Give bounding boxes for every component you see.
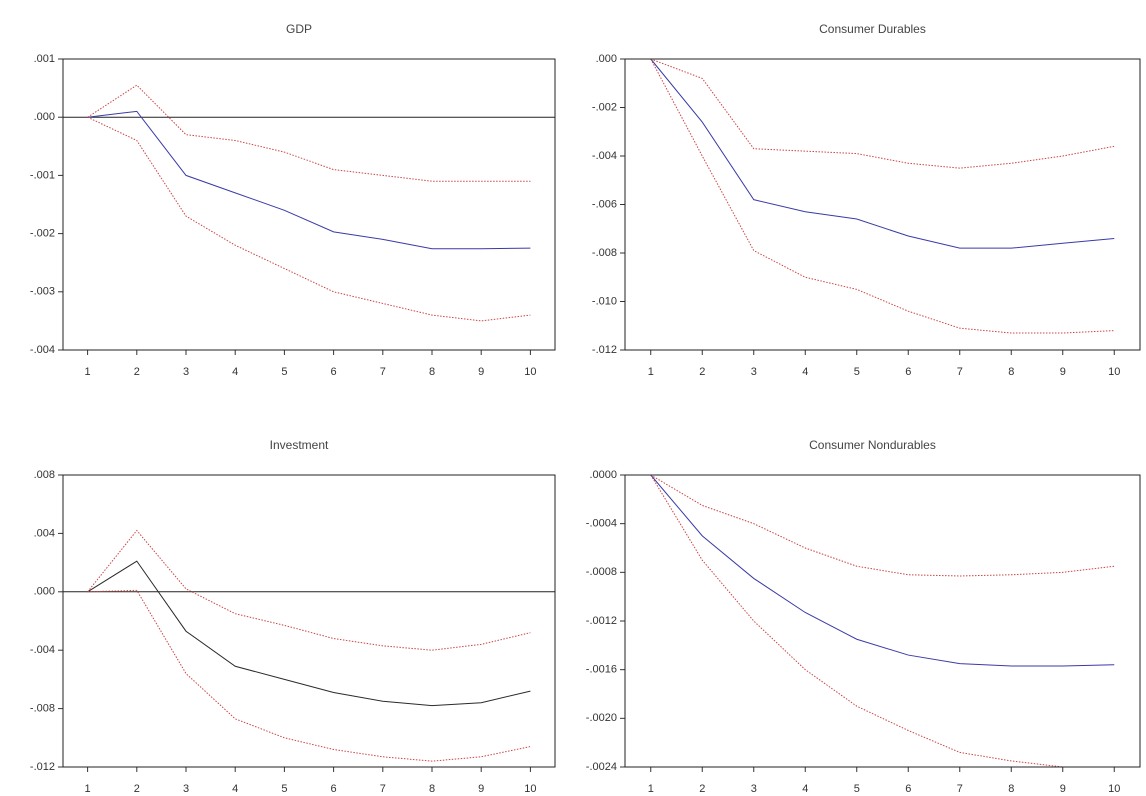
x-tick-label: 3 xyxy=(183,366,189,378)
chart-title: Investment xyxy=(270,438,329,452)
series-line xyxy=(87,116,531,322)
x-tick-label: 10 xyxy=(524,783,536,795)
y-tick-label: -.0008 xyxy=(586,566,617,578)
x-tick-label: 8 xyxy=(429,366,435,378)
x-tick-label: 8 xyxy=(429,783,435,795)
x-tick-label: 4 xyxy=(232,366,238,378)
y-tick-label: -.002 xyxy=(30,228,55,240)
y-tick-label: .004 xyxy=(34,527,55,539)
y-tick-label: -.0024 xyxy=(586,761,617,773)
chart-title: Consumer Durables xyxy=(819,22,926,36)
x-tick-label: 8 xyxy=(1008,783,1014,795)
x-tick-label: 1 xyxy=(648,366,654,378)
y-tick-label: -.012 xyxy=(30,761,55,773)
x-tick-label: 2 xyxy=(134,783,140,795)
y-tick-label: -.006 xyxy=(592,198,617,210)
x-tick-label: 5 xyxy=(281,366,287,378)
chart-title: Consumer Nondurables xyxy=(809,438,936,452)
plot-frame xyxy=(624,58,1141,351)
y-tick-label: .000 xyxy=(34,586,55,598)
x-tick-label: 5 xyxy=(854,366,860,378)
x-tick-label: 8 xyxy=(1008,366,1014,378)
y-tick-label: -.0004 xyxy=(586,518,617,530)
x-tick-label: 5 xyxy=(281,783,287,795)
x-tick-label: 2 xyxy=(699,783,705,795)
x-tick-label: 3 xyxy=(751,366,757,378)
y-tick-label: .0000 xyxy=(589,469,617,481)
series-line xyxy=(87,110,531,250)
y-tick-label: -.008 xyxy=(592,247,617,259)
x-tick-label: 7 xyxy=(957,366,963,378)
y-tick-label: -.003 xyxy=(30,286,55,298)
y-tick-label: -.0020 xyxy=(586,712,617,724)
y-tick-label: -.004 xyxy=(592,150,617,162)
x-tick-label: 9 xyxy=(478,783,484,795)
x-tick-label: 4 xyxy=(802,783,808,795)
x-tick-label: 4 xyxy=(232,783,238,795)
x-tick-label: 7 xyxy=(380,783,386,795)
series-line xyxy=(650,58,1115,249)
y-tick-label: -.010 xyxy=(592,295,617,307)
x-tick-label: 1 xyxy=(648,783,654,795)
y-tick-label: -.002 xyxy=(592,101,617,113)
y-tick-label: -.0012 xyxy=(586,615,617,627)
x-tick-label: 1 xyxy=(85,783,91,795)
plot-frame xyxy=(62,58,556,351)
x-tick-label: 7 xyxy=(380,366,386,378)
x-tick-label: 4 xyxy=(802,366,808,378)
series-line xyxy=(650,58,1115,169)
x-tick-label: 6 xyxy=(905,783,911,795)
x-tick-label: 6 xyxy=(905,366,911,378)
y-tick-label: .008 xyxy=(34,469,55,481)
x-tick-label: 3 xyxy=(751,783,757,795)
x-tick-label: 3 xyxy=(183,783,189,795)
plot-frame xyxy=(62,474,556,768)
y-tick-label: .000 xyxy=(34,111,55,123)
series-line xyxy=(87,529,531,651)
series-line xyxy=(87,589,531,762)
x-tick-label: 2 xyxy=(699,366,705,378)
series-line xyxy=(87,560,531,707)
x-tick-label: 9 xyxy=(478,366,484,378)
series-line xyxy=(650,474,1115,667)
y-tick-label: -.008 xyxy=(30,703,55,715)
x-tick-label: 10 xyxy=(1108,783,1120,795)
series-line xyxy=(650,474,1115,768)
y-tick-label: .001 xyxy=(34,53,55,65)
x-tick-label: 1 xyxy=(85,366,91,378)
y-tick-label: -.012 xyxy=(592,344,617,356)
y-tick-label: -.001 xyxy=(30,169,55,181)
x-tick-label: 7 xyxy=(957,783,963,795)
x-tick-label: 10 xyxy=(524,366,536,378)
y-tick-label: -.0016 xyxy=(586,664,617,676)
x-tick-label: 2 xyxy=(134,366,140,378)
series-line xyxy=(87,84,531,182)
series-line xyxy=(650,474,1115,577)
series-line xyxy=(650,58,1115,334)
x-tick-label: 9 xyxy=(1060,366,1066,378)
y-tick-label: .000 xyxy=(596,53,617,65)
x-tick-label: 6 xyxy=(331,366,337,378)
x-tick-label: 10 xyxy=(1108,366,1120,378)
x-tick-label: 9 xyxy=(1060,783,1066,795)
x-tick-label: 6 xyxy=(331,783,337,795)
y-tick-label: -.004 xyxy=(30,644,55,656)
y-tick-label: -.004 xyxy=(30,344,55,356)
plot-frame xyxy=(624,474,1141,768)
x-tick-label: 5 xyxy=(854,783,860,795)
chart-title: GDP xyxy=(286,22,312,36)
